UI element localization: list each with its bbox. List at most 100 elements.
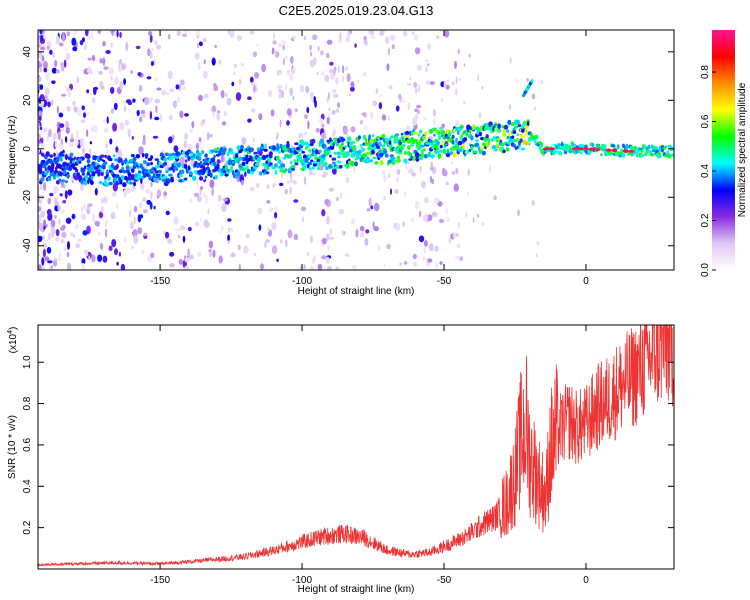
- spectral-cell: [481, 221, 485, 226]
- spectral-cell: [106, 169, 109, 175]
- spectral-cell: [379, 93, 382, 98]
- spectral-cell: [110, 211, 116, 220]
- spectral-cell: [42, 243, 48, 248]
- spectral-cell: [124, 119, 130, 126]
- spectral-cell: [65, 52, 71, 61]
- spectral-cell: [39, 169, 43, 174]
- spectral-cell: [508, 138, 514, 143]
- spectral-cell: [425, 80, 430, 86]
- spectral-cell: [154, 170, 159, 174]
- spectral-cell: [69, 138, 75, 143]
- spectral-cell: [195, 30, 200, 37]
- spectral-cell: [90, 31, 94, 40]
- spectral-cell: [116, 30, 119, 38]
- spectral-cell: [260, 146, 264, 150]
- spectral-cell: [294, 108, 298, 113]
- spectral-cell: [416, 110, 421, 115]
- spectral-cell: [38, 173, 42, 179]
- spectral-cell: [401, 139, 406, 143]
- spectral-cell: [75, 243, 81, 249]
- spectral-cell: [173, 216, 179, 225]
- spectral-cell: [197, 251, 202, 257]
- spectral-cell: [386, 243, 391, 250]
- spectral-cell: [115, 146, 119, 153]
- spectral-cell: [226, 171, 231, 175]
- spectral-cell: [245, 234, 250, 238]
- spectral-cell: [536, 241, 540, 245]
- spectral-cell: [362, 152, 367, 159]
- spectral-cell: [622, 149, 629, 153]
- spectral-cell: [331, 133, 335, 137]
- spectral-cell: [670, 153, 674, 157]
- spectral-cell: [100, 172, 104, 177]
- spectral-cell: [396, 158, 401, 163]
- spectral-cell: [553, 149, 558, 154]
- spectral-cell: [41, 257, 45, 266]
- spectral-cell: [478, 112, 482, 119]
- spectral-cell: [494, 127, 498, 132]
- spectral-cell: [342, 75, 344, 83]
- spectral-cell: [286, 180, 290, 184]
- spectral-cell: [214, 174, 218, 180]
- spectral-cell: [138, 85, 143, 92]
- spectral-cell: [497, 123, 501, 129]
- spectral-cell: [238, 78, 242, 85]
- spectral-cell: [640, 149, 644, 153]
- spectral-cell: [321, 237, 327, 245]
- spectral-cell: [611, 144, 616, 148]
- spectral-cell: [99, 58, 103, 64]
- spectral-cell: [404, 190, 407, 198]
- spectral-cell: [319, 138, 325, 144]
- spectral-cell: [163, 191, 167, 196]
- spectral-cell: [143, 209, 148, 214]
- spectral-cell: [38, 110, 43, 119]
- spectral-cell: [387, 143, 393, 149]
- spectral-cell: [391, 44, 395, 50]
- spectral-cell: [329, 154, 332, 158]
- spectral-cell: [493, 195, 497, 201]
- spectral-cell: [423, 153, 428, 159]
- spectral-cell: [122, 100, 127, 106]
- spectral-cell: [303, 176, 306, 185]
- spectral-cell: [306, 106, 310, 114]
- spectral-cell: [105, 50, 111, 54]
- spectral-cell: [583, 147, 589, 151]
- spectral-cell: [214, 44, 217, 49]
- spectral-cell: [569, 147, 572, 152]
- colorbar-label: Normalized spectral amplitude: [737, 82, 748, 217]
- spectral-cell: [139, 202, 143, 209]
- spectral-cell: [309, 266, 314, 270]
- spectral-cell: [336, 160, 342, 164]
- spectral-cell: [406, 82, 412, 86]
- spectral-cell: [373, 202, 380, 212]
- spectral-cell: [213, 84, 219, 92]
- spectral-cell: [382, 175, 387, 182]
- spectral-cell: [462, 137, 468, 142]
- spectral-cell: [664, 145, 668, 149]
- spectral-cell: [89, 141, 93, 145]
- spectral-cell: [477, 74, 480, 82]
- spectral-cell: [228, 227, 234, 233]
- spectral-cell: [110, 86, 115, 94]
- colorbar: 0.0 0.2 0.4 0.6 0.8 Normalized spectral ampl…: [700, 30, 748, 277]
- spectral-cell: [50, 265, 53, 270]
- spectral-cell: [473, 149, 477, 154]
- spectral-cell: [253, 151, 258, 155]
- spectral-cell: [55, 229, 60, 237]
- spectral-cell: [83, 204, 86, 210]
- spectral-cell: [39, 180, 43, 185]
- spectral-cell: [133, 181, 136, 187]
- spectral-cell: [286, 108, 292, 116]
- spectral-cell: [217, 194, 222, 202]
- spectral-cell: [512, 127, 517, 131]
- spectral-cell: [321, 123, 325, 128]
- spectral-cell: [200, 122, 204, 127]
- spectral-cell: [154, 116, 160, 121]
- spectral-cell: [137, 227, 143, 235]
- spectral-cell: [187, 165, 191, 171]
- spectral-cell: [207, 208, 210, 215]
- spectral-cell: [329, 68, 333, 74]
- spectral-cell: [335, 108, 340, 113]
- spectral-cell: [408, 158, 413, 161]
- spectral-cell: [199, 186, 204, 190]
